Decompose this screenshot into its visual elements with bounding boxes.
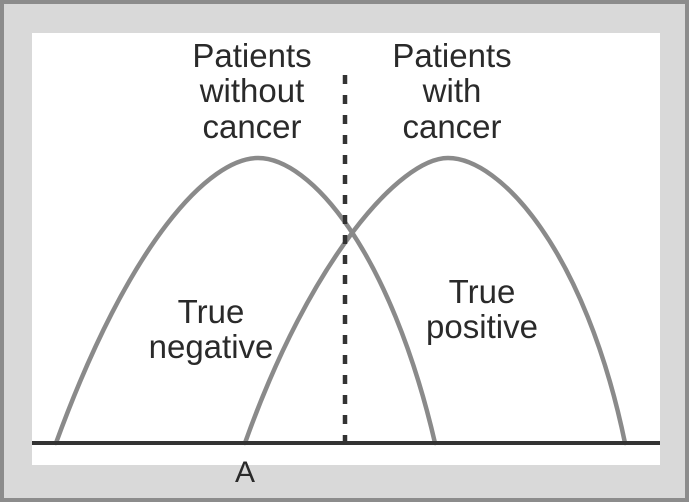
threshold-label-a: A bbox=[235, 456, 255, 489]
label-without-cancer-line1: Patients bbox=[192, 37, 311, 74]
label-with-cancer-line3: cancer bbox=[402, 108, 501, 145]
curve-patients-with-cancer bbox=[242, 155, 628, 446]
label-without-cancer-line2: without bbox=[199, 72, 305, 109]
label-true-positive-line2: positive bbox=[426, 308, 538, 345]
curve-patients-without-cancer bbox=[53, 155, 438, 446]
label-with-cancer-line1: Patients bbox=[392, 37, 511, 74]
label-true-negative-line1: True bbox=[178, 293, 245, 330]
label-true-positive-line1: True bbox=[449, 273, 516, 310]
label-with-cancer-line2: with bbox=[422, 72, 482, 109]
label-true-negative-line2: negative bbox=[149, 328, 274, 365]
label-without-cancer-line3: cancer bbox=[202, 108, 301, 145]
